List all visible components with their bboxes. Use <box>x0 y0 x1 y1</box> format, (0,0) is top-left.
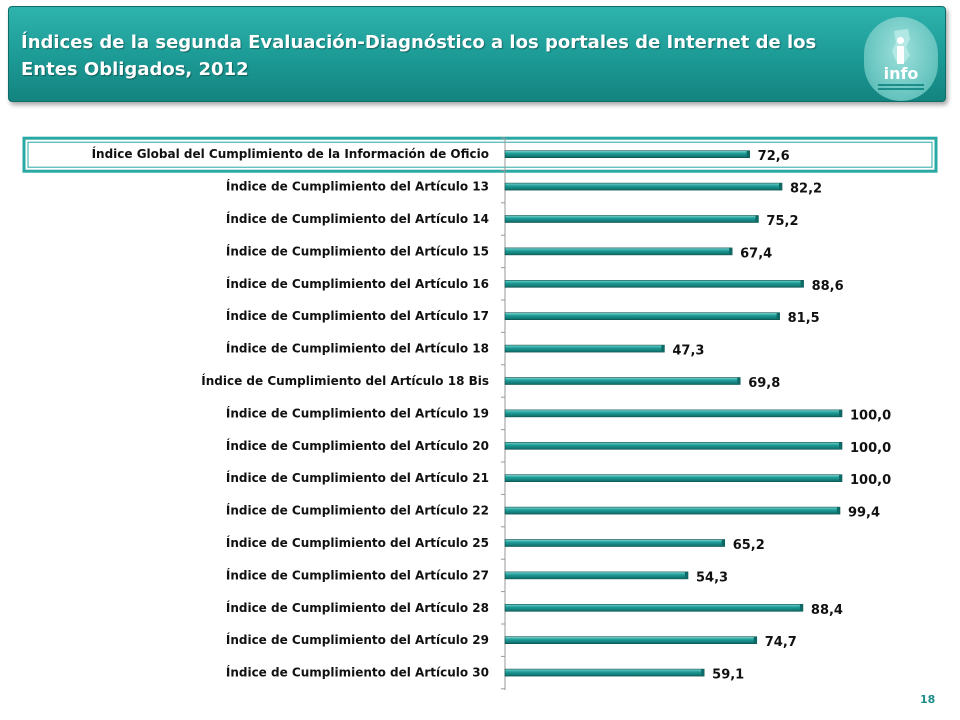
data-label: 67,4 <box>740 246 772 261</box>
data-label: 81,5 <box>788 311 820 326</box>
bar <box>504 150 750 159</box>
slide-title: Índices de la segunda Evaluación-Diagnós… <box>21 32 817 80</box>
info-logo: info <box>864 17 938 101</box>
bar-end-cap <box>737 377 741 385</box>
bar <box>504 409 843 418</box>
bar-end-cap <box>800 280 804 288</box>
category-label: Índice de Cumplimiento del Artículo 28 <box>226 600 489 615</box>
bar <box>504 344 665 353</box>
bar-end-cap <box>755 215 759 223</box>
info-i-stem-icon <box>897 46 904 64</box>
category-label: Índice de Cumplimiento del Artículo 19 <box>226 405 489 420</box>
category-label: Índice de Cumplimiento del Artículo 27 <box>226 567 489 582</box>
bar-end-cap <box>753 636 757 644</box>
data-label: 47,3 <box>672 344 704 359</box>
category-label: Índice de Cumplimiento del Artículo 25 <box>226 535 489 550</box>
bar <box>504 539 726 547</box>
bar <box>504 506 841 515</box>
page-number: 18 <box>920 693 936 706</box>
data-label: 100,0 <box>850 441 891 456</box>
category-label: Índice de Cumplimiento del Artículo 14 <box>226 211 489 226</box>
category-label: Índice de Cumplimiento del Artículo 30 <box>226 665 489 680</box>
data-label: 65,2 <box>733 538 765 553</box>
data-label: 99,4 <box>848 506 880 521</box>
bar-end-cap <box>839 409 842 417</box>
data-label: 82,2 <box>790 182 822 197</box>
logo-tagline-line-1 <box>878 84 924 86</box>
bar <box>504 182 783 191</box>
category-label: Índice de Cumplimiento del Artículo 18 B… <box>201 373 489 388</box>
bar <box>504 441 843 450</box>
bar-chart: Índice Global del Cumplimiento de la Inf… <box>22 136 938 693</box>
data-label: 100,0 <box>850 408 891 423</box>
bar <box>504 377 741 385</box>
bar-end-cap <box>684 571 688 579</box>
bar <box>504 280 804 288</box>
highlight-box <box>22 136 938 173</box>
data-label: 54,3 <box>696 570 728 585</box>
info-logo-mark: info <box>878 29 924 90</box>
bar-end-cap <box>721 539 725 547</box>
category-label: Índice de Cumplimiento del Artículo 21 <box>226 470 489 485</box>
bar-end-cap <box>746 150 750 158</box>
category-label: Índice Global del Cumplimiento de la Inf… <box>92 146 489 161</box>
bar-end-cap <box>836 507 840 515</box>
data-label: 75,2 <box>766 214 798 229</box>
bar <box>504 215 759 223</box>
bar <box>504 603 804 612</box>
data-label: 100,0 <box>850 473 891 488</box>
bar <box>504 668 705 677</box>
data-label: 74,7 <box>765 635 797 650</box>
bar-end-cap <box>839 442 842 450</box>
category-label: Índice de Cumplimiento del Artículo 20 <box>226 438 489 453</box>
category-label: Índice de Cumplimiento del Artículo 29 <box>226 632 489 647</box>
bar <box>504 636 758 645</box>
category-label: Índice de Cumplimiento del Artículo 15 <box>226 243 489 258</box>
chart-area: Índice Global del Cumplimiento de la Inf… <box>0 130 960 693</box>
category-label: Índice de Cumplimiento del Artículo 18 <box>226 341 489 356</box>
category-label: Índice de Cumplimiento del Artículo 16 <box>226 276 489 291</box>
category-label: Índice de Cumplimiento del Artículo 17 <box>226 308 489 323</box>
bar-end-cap <box>779 183 783 191</box>
data-label: 59,1 <box>712 668 744 683</box>
bar <box>504 312 780 320</box>
bar <box>504 571 689 580</box>
bar-end-cap <box>799 604 803 612</box>
data-label: 69,8 <box>748 376 780 391</box>
highlight-box-inner <box>27 141 933 168</box>
bar-end-cap <box>776 312 780 320</box>
data-label: 88,4 <box>811 603 843 618</box>
bar <box>504 474 843 483</box>
info-i-dot-icon <box>897 37 904 44</box>
logo-tagline-line-2 <box>878 88 924 90</box>
title-banner: Índices de la segunda Evaluación-Diagnós… <box>8 6 946 102</box>
data-label: 72,6 <box>758 149 790 164</box>
category-label: Índice de Cumplimiento del Artículo 22 <box>226 503 489 518</box>
info-logo-text: info <box>884 64 919 83</box>
category-label: Índice de Cumplimiento del Artículo 13 <box>226 179 489 194</box>
bar-end-cap <box>839 474 842 482</box>
bar-end-cap <box>701 669 705 677</box>
bar-end-cap <box>661 345 665 353</box>
bar <box>504 247 733 256</box>
data-label: 88,6 <box>812 279 844 294</box>
bar-end-cap <box>729 247 733 255</box>
